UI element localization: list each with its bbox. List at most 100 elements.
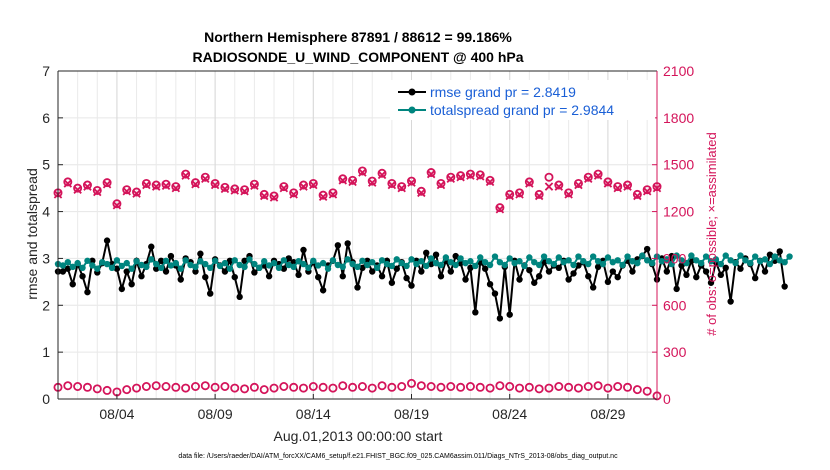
series-point-0 (496, 315, 504, 322)
series-point-1 (216, 262, 224, 270)
obs-possible-marker (583, 382, 593, 392)
x-tick-label: 08/19 (394, 406, 429, 422)
obs-possible-marker (416, 381, 426, 391)
obs-possible-marker (210, 382, 220, 392)
obs-possible-marker (554, 180, 564, 190)
series-point-1 (737, 252, 744, 259)
series-point-0 (668, 252, 675, 260)
series-point-1 (261, 258, 268, 265)
obs-possible-marker (456, 171, 466, 181)
obs-assimilated-marker (377, 170, 387, 180)
obs-possible-marker (623, 180, 633, 190)
series-point-0 (707, 279, 715, 286)
series-point-0 (226, 257, 234, 264)
series-point-1 (383, 260, 391, 268)
series-point-0 (761, 268, 769, 275)
obs-assimilated-marker (495, 204, 505, 214)
obs-possible-marker (613, 182, 623, 192)
obs-possible-marker (249, 382, 259, 392)
obs-possible-marker (141, 178, 151, 188)
series-point-0 (737, 265, 744, 272)
series-point-0 (177, 276, 184, 283)
series-point-0 (113, 265, 121, 272)
series-point-1 (427, 255, 435, 262)
obs-assimilated-marker (328, 190, 338, 199)
obs-possible-marker (171, 382, 181, 392)
series-point-1 (599, 260, 607, 268)
series-point-0 (589, 284, 597, 291)
series-point-0 (334, 242, 342, 249)
obs-possible-marker (73, 382, 83, 392)
series-point-1 (373, 264, 381, 271)
obs-possible-marker (210, 178, 220, 188)
obs-possible-marker (465, 169, 475, 179)
series-point-1 (310, 257, 317, 264)
series-point-0 (197, 250, 204, 257)
series-point-0 (486, 281, 494, 288)
series-point-0 (403, 274, 410, 282)
series-point-1 (727, 257, 734, 264)
obs-assimilated-marker (269, 193, 279, 202)
series-point-1 (133, 258, 140, 265)
series-point-1 (609, 258, 617, 266)
x-axis-label: Aug.01,2013 00:00:00 start (274, 428, 443, 444)
obs-assimilated-marker (279, 183, 289, 193)
obs-possible-marker (269, 383, 279, 393)
series-point-1 (732, 259, 739, 267)
series-point-1 (285, 261, 292, 269)
series-point-1 (756, 258, 764, 265)
series-point-1 (619, 261, 626, 269)
series-point-1 (187, 261, 194, 269)
series-point-0 (103, 237, 111, 244)
series-point-1 (437, 261, 445, 269)
obs-possible-marker (534, 384, 544, 394)
series-point-1 (103, 260, 111, 268)
obs-assimilated-marker (613, 183, 622, 193)
series-point-1 (98, 258, 106, 266)
series-point-1 (697, 259, 705, 267)
x-tick-label: 08/04 (99, 406, 134, 422)
series-point-0 (452, 252, 459, 260)
obs-possible-marker (249, 179, 259, 189)
series-point-0 (717, 271, 725, 279)
series-point-1 (364, 261, 371, 269)
obs-assimilated-marker (367, 178, 377, 187)
y-tick-label: 2 (42, 297, 50, 313)
series-point-1 (639, 252, 646, 259)
series-point-1 (251, 260, 258, 268)
series-point-0 (516, 276, 523, 283)
legend-rmse-marker (408, 88, 416, 96)
series-point-1 (113, 257, 121, 264)
series-point-1 (413, 260, 420, 268)
obs-assimilated-marker (142, 180, 151, 190)
series-point-0 (565, 276, 572, 283)
obs-possible-marker (63, 381, 73, 391)
obs-possible-marker (475, 382, 485, 392)
series-point-1 (152, 260, 160, 268)
obs-assimilated-marker (426, 169, 436, 179)
series-point-1 (403, 262, 410, 270)
series-point-1 (221, 259, 229, 267)
obs-assimilated-marker (525, 179, 534, 188)
obs-assimilated-marker (289, 190, 298, 199)
obs-possible-marker (240, 384, 250, 394)
series-point-0 (702, 268, 710, 275)
series-point-0 (462, 276, 469, 283)
series-point-1 (742, 257, 749, 264)
obs-possible-marker (632, 189, 642, 199)
series-point-1 (707, 258, 715, 265)
series-point-1 (486, 261, 494, 269)
obs-assimilated-marker (93, 187, 102, 197)
obs-possible-marker (436, 382, 446, 392)
series-point-1 (246, 256, 253, 263)
series-point-1 (369, 258, 376, 266)
series-point-1 (315, 262, 322, 269)
y-tick-label: 0 (42, 391, 50, 407)
series-point-1 (329, 257, 337, 264)
obs-possible-marker (554, 382, 564, 392)
series-point-0 (207, 290, 214, 297)
obs-possible-marker (230, 184, 240, 194)
obs-possible-marker (82, 382, 92, 392)
obs-possible-marker (495, 203, 505, 213)
series-point-0 (285, 255, 292, 262)
